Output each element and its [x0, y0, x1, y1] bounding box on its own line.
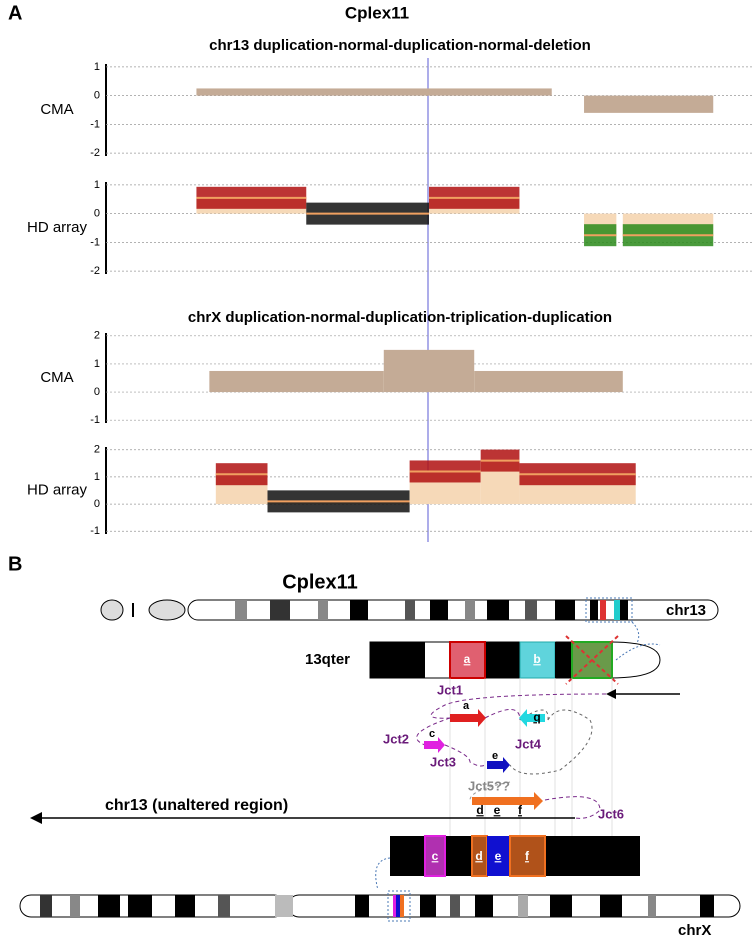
- y-tick-label: -1: [90, 236, 100, 248]
- segment-band: [584, 95, 714, 113]
- y-tick-label: 0: [94, 386, 100, 398]
- y-tick-label: 2: [94, 330, 100, 342]
- junction-label: Jct6: [598, 806, 624, 821]
- label: Xq21.1: [552, 848, 604, 865]
- label: 13qter: [305, 651, 350, 668]
- xq-diagram: [375, 835, 640, 891]
- segment-arrows: [424, 709, 545, 810]
- segment-label: b: [533, 652, 540, 666]
- panel-label: A: [8, 2, 22, 24]
- segment-label: c: [432, 849, 439, 863]
- segment-label: e: [494, 803, 501, 817]
- guide-lines: [449, 678, 613, 836]
- junction-label: Jct4: [515, 736, 542, 751]
- y-tick-label: 2: [94, 444, 100, 456]
- segment-label: e: [495, 849, 502, 863]
- subtitle: chrX duplication-normal-duplication-trip…: [188, 309, 612, 326]
- segment-label: f: [525, 849, 530, 863]
- segment-band: [209, 370, 384, 393]
- junction-path: [30, 689, 680, 824]
- y-tick-label: 0: [94, 90, 100, 102]
- junction-label: Jct3: [430, 754, 456, 769]
- segment-label: q: [533, 710, 540, 724]
- junction-label: Jct1: [437, 682, 463, 697]
- y-axis-label: CMA: [40, 101, 73, 118]
- y-tick-label: -1: [90, 118, 100, 130]
- y-tick-label: -2: [90, 265, 100, 277]
- y-axis-label: HD array: [27, 219, 88, 236]
- segment-band: [383, 349, 475, 393]
- chrx-ideogram: [19, 890, 741, 922]
- y-tick-label: -1: [90, 414, 100, 426]
- label: chrX: [678, 922, 711, 939]
- segment-label: a: [464, 652, 471, 666]
- label: chr13 (unaltered region): [105, 797, 288, 814]
- subtitle: chr13 duplication-normal-duplication-nor…: [209, 37, 591, 54]
- y-tick-label: 0: [94, 498, 100, 510]
- y-axis-label: HD array: [27, 481, 88, 498]
- panel-label: B: [8, 553, 22, 575]
- y-tick-label: 1: [94, 358, 100, 370]
- segment-band: [474, 370, 623, 393]
- qter-diagram: [369, 635, 661, 685]
- segment-label: d: [475, 849, 482, 863]
- y-tick-label: -2: [90, 147, 100, 159]
- segment-label: c: [429, 728, 435, 740]
- chr13-ideogram: [100, 597, 719, 661]
- segment-label: d: [476, 803, 483, 817]
- segment-label: a: [463, 700, 470, 712]
- segment-label: f: [518, 803, 523, 817]
- title: Cplex11: [282, 571, 358, 593]
- y-tick-label: 1: [94, 179, 100, 191]
- segment-band: [196, 88, 552, 96]
- y-tick-label: 1: [94, 471, 100, 483]
- junction-label: Jct5??: [468, 778, 510, 793]
- y-tick-label: 1: [94, 61, 100, 73]
- title: Cplex11: [345, 3, 409, 22]
- y-axis-label: CMA: [40, 369, 73, 386]
- segment-label: e: [492, 750, 498, 762]
- label: chr13: [666, 602, 706, 619]
- junction-label: Jct2: [383, 731, 409, 746]
- y-tick-label: 0: [94, 208, 100, 220]
- y-tick-label: -1: [90, 525, 100, 537]
